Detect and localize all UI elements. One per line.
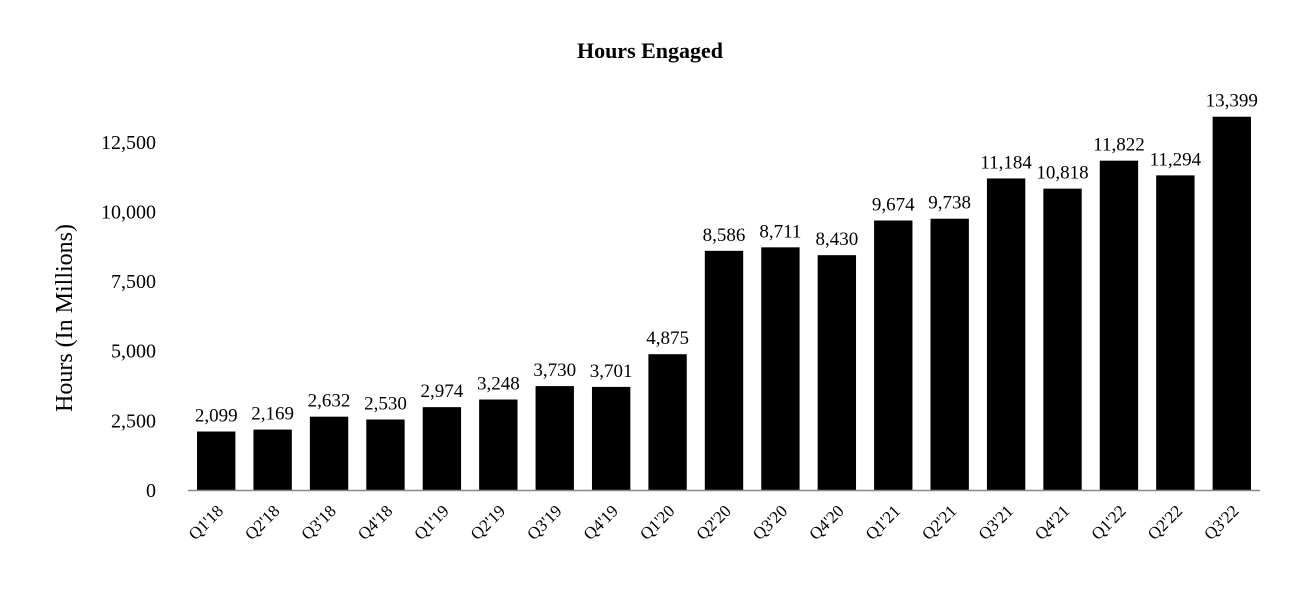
data-label: 11,184 xyxy=(980,152,1032,173)
bars xyxy=(197,116,1251,491)
bar xyxy=(704,250,744,490)
x-tick-label: Q2'19 xyxy=(467,501,509,543)
bar xyxy=(253,429,292,490)
bar xyxy=(1156,175,1195,491)
x-axis-ticks: Q1'18 Q2'18 Q3'18 Q4'18 Q1'19 Q2'19 Q3'19 Q4'19… xyxy=(185,501,1243,543)
y-tick-label: 0 xyxy=(146,480,156,502)
x-tick-label: Q4'19 xyxy=(580,501,622,543)
y-axis-label: Hours (In Millions) xyxy=(52,224,78,412)
data-label: 2,099 xyxy=(195,406,238,427)
x-tick-label: Q3'22 xyxy=(1200,501,1242,543)
bar xyxy=(930,218,969,490)
x-tick-label: Q1'22 xyxy=(1087,501,1129,543)
x-tick-label: Q3'18 xyxy=(298,501,340,543)
bar xyxy=(761,247,800,490)
bar xyxy=(1212,116,1251,491)
x-tick-label: Q1'21 xyxy=(862,501,904,543)
data-label: 9,674 xyxy=(872,195,915,216)
bar xyxy=(309,416,349,490)
data-label: 4,875 xyxy=(646,328,689,349)
x-tick-label: Q1'18 xyxy=(185,501,227,543)
x-tick-label: Q1'19 xyxy=(410,501,452,543)
data-label: 9,738 xyxy=(928,193,971,214)
data-label: 3,701 xyxy=(590,361,633,382)
bar xyxy=(422,407,462,490)
bar xyxy=(1099,160,1139,490)
y-tick-label: 10,000 xyxy=(101,201,156,223)
x-tick-label: Q2'18 xyxy=(241,501,283,543)
x-tick-label: Q2'21 xyxy=(918,501,960,543)
bar xyxy=(1043,188,1082,491)
bar xyxy=(817,255,857,490)
x-tick-label: Q3'19 xyxy=(523,501,565,543)
bar xyxy=(591,386,631,490)
x-tick-label: Q4'18 xyxy=(354,501,396,543)
x-tick-label: Q4'21 xyxy=(1031,501,1073,543)
bar xyxy=(479,399,518,490)
y-tick-label: 12,500 xyxy=(101,132,156,154)
data-label: 2,169 xyxy=(251,404,294,425)
data-label: 2,632 xyxy=(308,391,351,412)
data-label: 3,248 xyxy=(477,374,520,395)
x-tick-label: Q1'20 xyxy=(636,501,678,543)
bar xyxy=(986,178,1026,490)
x-tick-label: Q3'21 xyxy=(975,501,1017,543)
data-label: 11,822 xyxy=(1093,135,1145,156)
data-label: 3,730 xyxy=(533,360,576,381)
bar xyxy=(648,354,687,490)
y-tick-label: 7,500 xyxy=(111,271,156,293)
x-tick-label: Q3'20 xyxy=(749,501,791,543)
y-tick-label: 5,000 xyxy=(111,341,156,363)
x-tick-label: Q2'20 xyxy=(693,501,735,543)
data-label: 2,974 xyxy=(421,381,464,402)
bar xyxy=(366,419,405,490)
data-label: 10,818 xyxy=(1036,163,1088,184)
data-labels: 2,099 2,169 2,632 2,530 2,974 3,248 3,730 3,701… xyxy=(195,91,1258,427)
data-label: 8,711 xyxy=(759,221,801,242)
x-tick-label: Q2'22 xyxy=(1144,501,1186,543)
data-label: 13,399 xyxy=(1206,91,1258,112)
bar xyxy=(197,431,236,490)
x-tick-label: Q4'20 xyxy=(805,501,847,543)
data-label: 2,530 xyxy=(364,394,407,415)
chart-title: Hours Engaged xyxy=(577,38,723,63)
data-label: 8,430 xyxy=(815,229,858,250)
data-label: 11,294 xyxy=(1150,149,1202,170)
y-tick-label: 2,500 xyxy=(111,410,156,432)
y-axis-ticks: 0 2,500 5,000 7,500 10,000 12,500 xyxy=(101,132,156,502)
bar xyxy=(874,220,913,490)
bar xyxy=(535,386,574,490)
data-label: 8,586 xyxy=(703,225,746,246)
